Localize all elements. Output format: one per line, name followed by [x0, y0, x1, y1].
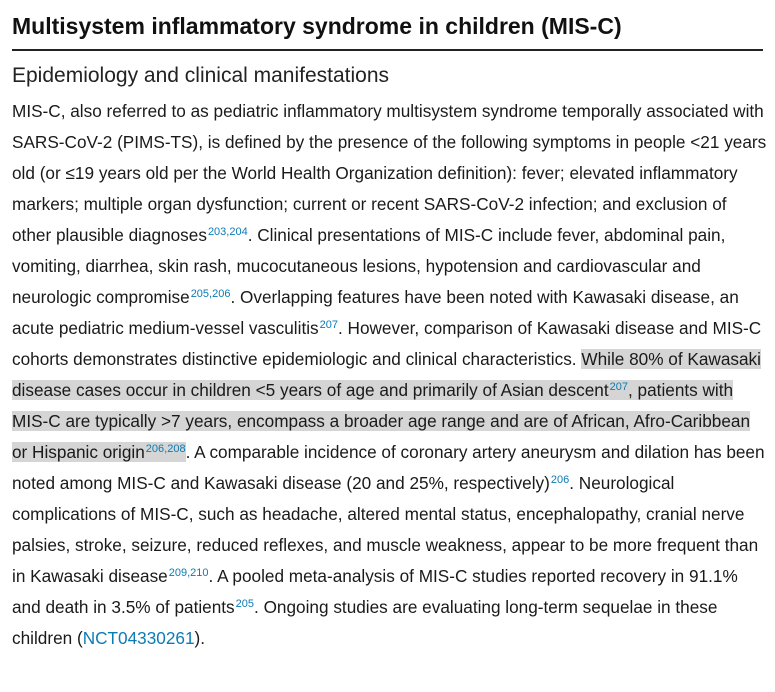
citation-link[interactable]: 205: [235, 598, 255, 610]
page-title: Multisystem inflammatory syndrome in chi…: [12, 13, 622, 39]
citation-link[interactable]: 209,210: [168, 567, 209, 579]
article-content: Multisystem inflammatory syndrome in chi…: [12, 13, 767, 654]
body-paragraph: MIS-C, also referred to as pediatric inf…: [12, 96, 767, 654]
text-segment: . However, comparison of Kawasaki diseas…: [12, 318, 762, 369]
text-segment: . A comparable incidence of coronary art…: [12, 442, 765, 493]
citation-link[interactable]: 203,204: [207, 226, 248, 238]
citation-link[interactable]: 206: [550, 474, 570, 486]
text-segment: . Clinical presentations of MIS-C includ…: [12, 225, 726, 307]
title-divider: [12, 49, 763, 51]
citation-link[interactable]: 206,208: [145, 443, 186, 455]
citation-link[interactable]: 207: [319, 319, 338, 331]
citation-link[interactable]: 207: [609, 381, 628, 393]
text-segment: . Overlapping features have been noted w…: [12, 287, 739, 338]
citation-link[interactable]: 205,206: [190, 288, 231, 300]
text-segment: . Neurological complications of MIS-C, s…: [12, 473, 759, 586]
text-segment: While 80% of Kawasaki disease cases occu…: [12, 349, 761, 400]
clinical-trial-link[interactable]: NCT04330261: [82, 628, 195, 648]
text-segment: , patients with MIS-C are typically >7 y…: [12, 380, 751, 462]
section-heading: Epidemiology and clinical manifestations: [12, 64, 390, 87]
text-segment: . Ongoing studies are evaluating long-te…: [12, 597, 718, 648]
text-segment: ).: [194, 628, 206, 648]
text-segment: . A pooled meta-analysis of MIS-C studie…: [12, 566, 738, 617]
text-segment: MIS-C, also referred to as pediatric inf…: [12, 101, 767, 245]
